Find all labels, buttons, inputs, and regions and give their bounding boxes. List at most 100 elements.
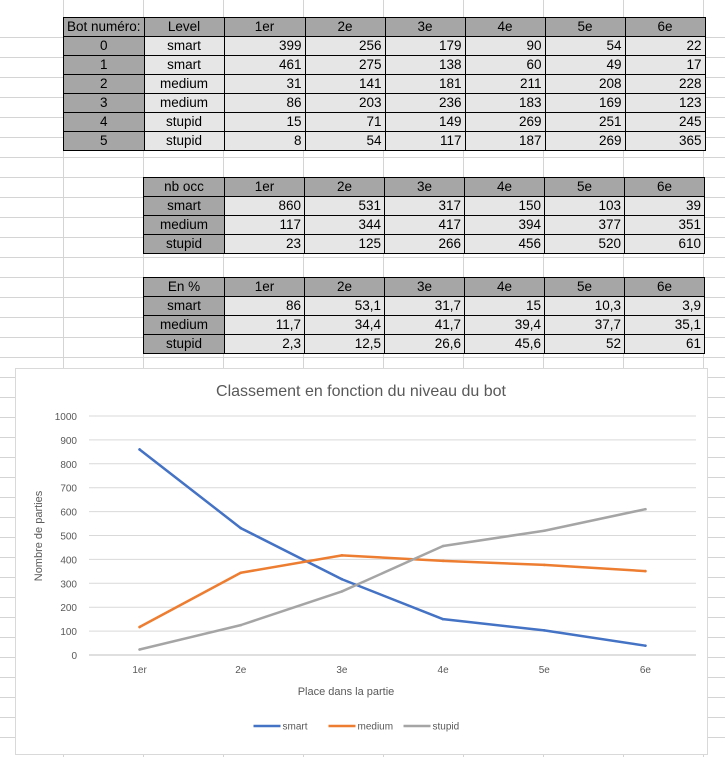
value-cell[interactable]: 377	[544, 215, 625, 235]
header-cell[interactable]: 5e	[544, 177, 625, 197]
value-cell[interactable]: 150	[464, 196, 545, 216]
value-cell[interactable]: 11,7	[224, 315, 305, 335]
value-cell[interactable]: 365	[624, 131, 706, 151]
value-cell[interactable]: 35,1	[624, 315, 705, 335]
value-cell[interactable]: 39	[624, 196, 705, 216]
value-cell[interactable]: 351	[624, 215, 705, 235]
header-cell[interactable]: 3e	[384, 177, 465, 197]
value-cell[interactable]: 860	[224, 196, 305, 216]
value-cell[interactable]: 208	[544, 74, 626, 94]
value-cell[interactable]: 49	[544, 55, 626, 75]
value-cell[interactable]: 54	[544, 36, 626, 56]
value-cell[interactable]: 39,4	[464, 315, 545, 335]
bot-number-cell[interactable]: 1	[63, 55, 145, 75]
level-cell[interactable]: stupid	[143, 334, 225, 354]
header-cell[interactable]: 5e	[544, 277, 625, 297]
value-cell[interactable]: 245	[624, 112, 706, 132]
value-cell[interactable]: 15	[223, 112, 306, 132]
value-cell[interactable]: 610	[624, 234, 705, 254]
header-cell[interactable]: 4e	[464, 277, 545, 297]
header-cell[interactable]: 4e	[464, 177, 545, 197]
value-cell[interactable]: 211	[464, 74, 546, 94]
header-cell[interactable]: Level	[143, 17, 225, 37]
value-cell[interactable]: 123	[624, 93, 706, 113]
value-cell[interactable]: 3,9	[624, 296, 705, 316]
value-cell[interactable]: 181	[384, 74, 466, 94]
value-cell[interactable]: 15	[464, 296, 545, 316]
value-cell[interactable]: 34,4	[304, 315, 385, 335]
value-cell[interactable]: 187	[464, 131, 546, 151]
value-cell[interactable]: 394	[464, 215, 545, 235]
header-cell[interactable]: 1er	[224, 277, 305, 297]
value-cell[interactable]: 117	[224, 215, 305, 235]
header-cell[interactable]: En %	[143, 277, 225, 297]
value-cell[interactable]: 531	[304, 196, 385, 216]
header-cell[interactable]: nb occ	[143, 177, 225, 197]
level-cell[interactable]: medium	[143, 74, 225, 94]
header-cell[interactable]: 2e	[304, 277, 385, 297]
level-cell[interactable]: smart	[143, 196, 225, 216]
value-cell[interactable]: 266	[384, 234, 465, 254]
value-cell[interactable]: 317	[384, 196, 465, 216]
header-cell[interactable]: 6e	[624, 17, 706, 37]
value-cell[interactable]: 10,3	[544, 296, 625, 316]
value-cell[interactable]: 169	[544, 93, 626, 113]
value-cell[interactable]: 399	[223, 36, 306, 56]
value-cell[interactable]: 228	[624, 74, 706, 94]
value-cell[interactable]: 251	[544, 112, 626, 132]
value-cell[interactable]: 12,5	[304, 334, 385, 354]
value-cell[interactable]: 256	[304, 36, 386, 56]
value-cell[interactable]: 141	[304, 74, 386, 94]
level-cell[interactable]: stupid	[143, 112, 225, 132]
value-cell[interactable]: 179	[384, 36, 466, 56]
header-cell[interactable]: 3e	[384, 277, 465, 297]
value-cell[interactable]: 344	[304, 215, 385, 235]
value-cell[interactable]: 31	[223, 74, 306, 94]
value-cell[interactable]: 54	[304, 131, 386, 151]
header-cell[interactable]: 5e	[544, 17, 626, 37]
value-cell[interactable]: 203	[304, 93, 386, 113]
value-cell[interactable]: 269	[544, 131, 626, 151]
value-cell[interactable]: 86	[223, 93, 306, 113]
line-chart[interactable]: Classement en fonction du niveau du bot …	[15, 368, 708, 755]
value-cell[interactable]: 86	[224, 296, 305, 316]
level-cell[interactable]: stupid	[143, 234, 225, 254]
header-cell[interactable]: 4e	[464, 17, 546, 37]
value-cell[interactable]: 52	[544, 334, 625, 354]
value-cell[interactable]: 41,7	[384, 315, 465, 335]
value-cell[interactable]: 8	[223, 131, 306, 151]
value-cell[interactable]: 183	[464, 93, 546, 113]
value-cell[interactable]: 53,1	[304, 296, 385, 316]
header-cell[interactable]: 6e	[624, 177, 705, 197]
value-cell[interactable]: 149	[384, 112, 466, 132]
value-cell[interactable]: 275	[304, 55, 386, 75]
value-cell[interactable]: 236	[384, 93, 466, 113]
value-cell[interactable]: 26,6	[384, 334, 465, 354]
level-cell[interactable]: medium	[143, 215, 225, 235]
level-cell[interactable]: medium	[143, 93, 225, 113]
level-cell[interactable]: medium	[143, 315, 225, 335]
bot-number-cell[interactable]: 5	[63, 131, 145, 151]
value-cell[interactable]: 45,6	[464, 334, 545, 354]
value-cell[interactable]: 2,3	[224, 334, 305, 354]
header-cell[interactable]: 1er	[224, 177, 305, 197]
level-cell[interactable]: smart	[143, 296, 225, 316]
value-cell[interactable]: 60	[464, 55, 546, 75]
bot-number-cell[interactable]: 4	[63, 112, 145, 132]
value-cell[interactable]: 417	[384, 215, 465, 235]
header-cell[interactable]: 2e	[304, 177, 385, 197]
bot-number-cell[interactable]: 3	[63, 93, 145, 113]
value-cell[interactable]: 125	[304, 234, 385, 254]
level-cell[interactable]: smart	[143, 36, 225, 56]
value-cell[interactable]: 456	[464, 234, 545, 254]
value-cell[interactable]: 103	[544, 196, 625, 216]
header-cell[interactable]: 1er	[223, 17, 306, 37]
value-cell[interactable]: 269	[464, 112, 546, 132]
value-cell[interactable]: 90	[464, 36, 546, 56]
header-cell[interactable]: 2e	[304, 17, 386, 37]
level-cell[interactable]: smart	[143, 55, 225, 75]
bot-number-cell[interactable]: 2	[63, 74, 145, 94]
value-cell[interactable]: 37,7	[544, 315, 625, 335]
header-cell[interactable]: Bot numéro:	[63, 17, 145, 37]
value-cell[interactable]: 520	[544, 234, 625, 254]
